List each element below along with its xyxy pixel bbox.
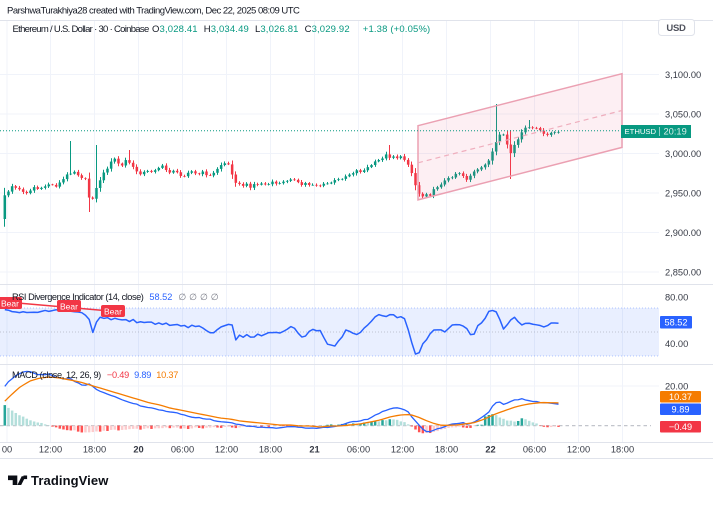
svg-text:TradingView: TradingView [31, 473, 109, 488]
svg-text:RSI Divergence Indicator (14,: RSI Divergence Indicator (14, close)58.5… [12, 292, 222, 302]
svg-text:Bear: Bear [104, 306, 122, 316]
svg-text:22: 22 [485, 445, 495, 455]
svg-text:20.00: 20.00 [665, 381, 688, 391]
svg-text:−0.49: −0.49 [669, 422, 692, 432]
svg-text:18:00: 18:00 [83, 445, 106, 455]
svg-text:ParshwaTurakhiya28 created wit: ParshwaTurakhiya28 created with TradingV… [7, 6, 300, 17]
svg-text:ETHUSD: ETHUSD [625, 127, 657, 136]
svg-text:3,100.00: 3,100.00 [665, 70, 701, 80]
svg-text:18:00: 18:00 [611, 445, 634, 455]
svg-text:00: 00 [2, 445, 12, 455]
svg-text:USD: USD [666, 23, 686, 34]
svg-text:58.52: 58.52 [665, 318, 688, 328]
svg-text:10.37: 10.37 [669, 392, 692, 402]
svg-text:3,000.00: 3,000.00 [665, 149, 701, 159]
svg-text:2,900.00: 2,900.00 [665, 228, 701, 238]
svg-text:9.89: 9.89 [672, 405, 690, 415]
svg-text:2,950.00: 2,950.00 [665, 188, 701, 198]
svg-text:12:00: 12:00 [39, 445, 62, 455]
svg-text:18:00: 18:00 [259, 445, 282, 455]
svg-text:18:00: 18:00 [435, 445, 458, 455]
svg-text:Ethereum / U.S. Dollar · 30 ·: Ethereum / U.S. Dollar · 30 · Coinbase [13, 24, 149, 35]
svg-text:20: 20 [133, 445, 143, 455]
svg-text:Bear: Bear [60, 301, 78, 311]
svg-text:06:00: 06:00 [523, 445, 546, 455]
svg-text:06:00: 06:00 [347, 445, 370, 455]
svg-text:12:00: 12:00 [567, 445, 590, 455]
svg-text:80.00: 80.00 [665, 292, 688, 302]
svg-text:06:00: 06:00 [171, 445, 194, 455]
svg-text:12:00: 12:00 [391, 445, 414, 455]
svg-text:12:00: 12:00 [215, 445, 238, 455]
svg-text:20:19: 20:19 [664, 127, 687, 137]
svg-text:2,850.00: 2,850.00 [665, 267, 701, 277]
svg-text:3,050.00: 3,050.00 [665, 109, 701, 119]
svg-text:40.00: 40.00 [665, 339, 688, 349]
svg-text:21: 21 [309, 445, 319, 455]
